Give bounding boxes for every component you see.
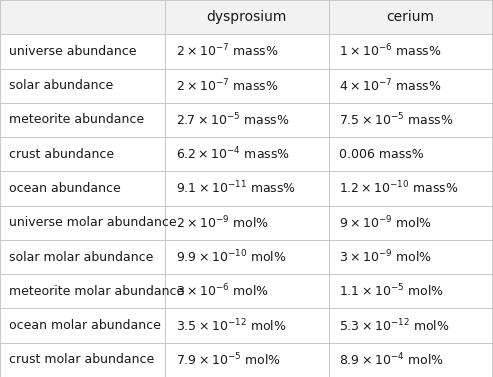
Text: $2\times10^{-9}$ mol%: $2\times10^{-9}$ mol%: [176, 215, 269, 231]
Bar: [329, 308, 492, 343]
Text: meteorite abundance: meteorite abundance: [9, 113, 144, 126]
Text: universe abundance: universe abundance: [9, 45, 137, 58]
Bar: [329, 274, 492, 308]
Text: $3.5\times10^{-12}$ mol%: $3.5\times10^{-12}$ mol%: [176, 317, 286, 334]
Text: $3\times10^{-9}$ mol%: $3\times10^{-9}$ mol%: [339, 249, 432, 265]
Text: $2.7\times10^{-5}$ mass%: $2.7\times10^{-5}$ mass%: [176, 112, 289, 128]
Bar: [329, 34, 492, 69]
Bar: [0, 137, 165, 172]
Text: crust molar abundance: crust molar abundance: [9, 353, 154, 366]
Text: meteorite molar abundance: meteorite molar abundance: [9, 285, 184, 298]
Bar: [165, 205, 329, 240]
Bar: [165, 69, 329, 103]
Text: $7.5\times10^{-5}$ mass%: $7.5\times10^{-5}$ mass%: [339, 112, 454, 128]
Text: universe molar abundance: universe molar abundance: [9, 216, 176, 229]
Text: $3\times10^{-6}$ mol%: $3\times10^{-6}$ mol%: [176, 283, 269, 300]
Text: $6.2\times10^{-4}$ mass%: $6.2\times10^{-4}$ mass%: [176, 146, 289, 162]
Bar: [0, 308, 165, 343]
Bar: [165, 34, 329, 69]
Bar: [165, 274, 329, 308]
Bar: [0, 34, 165, 69]
Text: $7.9\times10^{-5}$ mol%: $7.9\times10^{-5}$ mol%: [176, 352, 281, 368]
Text: dysprosium: dysprosium: [207, 10, 287, 24]
Bar: [329, 172, 492, 205]
Text: $1\times10^{-6}$ mass%: $1\times10^{-6}$ mass%: [339, 43, 442, 60]
Text: crust abundance: crust abundance: [9, 148, 114, 161]
Text: $2\times10^{-7}$ mass%: $2\times10^{-7}$ mass%: [176, 77, 278, 94]
Text: $9.9\times10^{-10}$ mol%: $9.9\times10^{-10}$ mol%: [176, 249, 286, 265]
Text: $5.3\times10^{-12}$ mol%: $5.3\times10^{-12}$ mol%: [339, 317, 450, 334]
Bar: [0, 240, 165, 274]
Bar: [165, 172, 329, 205]
Text: $9\times10^{-9}$ mol%: $9\times10^{-9}$ mol%: [339, 215, 432, 231]
Bar: [329, 69, 492, 103]
Bar: [165, 308, 329, 343]
Bar: [165, 137, 329, 172]
Text: $8.9\times10^{-4}$ mol%: $8.9\times10^{-4}$ mol%: [339, 352, 445, 368]
Text: $4\times10^{-7}$ mass%: $4\times10^{-7}$ mass%: [339, 77, 442, 94]
Bar: [165, 103, 329, 137]
Bar: [0, 103, 165, 137]
Text: 0.006 mass%: 0.006 mass%: [339, 148, 424, 161]
Text: ocean abundance: ocean abundance: [9, 182, 121, 195]
Bar: [329, 240, 492, 274]
Bar: [0, 343, 165, 377]
Text: solar molar abundance: solar molar abundance: [9, 251, 153, 264]
Text: ocean molar abundance: ocean molar abundance: [9, 319, 161, 332]
Text: $1.1\times10^{-5}$ mol%: $1.1\times10^{-5}$ mol%: [339, 283, 445, 300]
Bar: [329, 103, 492, 137]
Bar: [329, 0, 492, 34]
Bar: [0, 205, 165, 240]
Bar: [165, 343, 329, 377]
Bar: [0, 69, 165, 103]
Bar: [165, 240, 329, 274]
Bar: [329, 343, 492, 377]
Bar: [329, 137, 492, 172]
Bar: [0, 274, 165, 308]
Bar: [329, 205, 492, 240]
Text: cerium: cerium: [386, 10, 434, 24]
Bar: [0, 172, 165, 205]
Bar: [0, 0, 165, 34]
Text: $1.2\times10^{-10}$ mass%: $1.2\times10^{-10}$ mass%: [339, 180, 459, 197]
Text: $2\times10^{-7}$ mass%: $2\times10^{-7}$ mass%: [176, 43, 278, 60]
Text: $9.1\times10^{-11}$ mass%: $9.1\times10^{-11}$ mass%: [176, 180, 296, 197]
Bar: [165, 0, 329, 34]
Text: solar abundance: solar abundance: [9, 79, 113, 92]
